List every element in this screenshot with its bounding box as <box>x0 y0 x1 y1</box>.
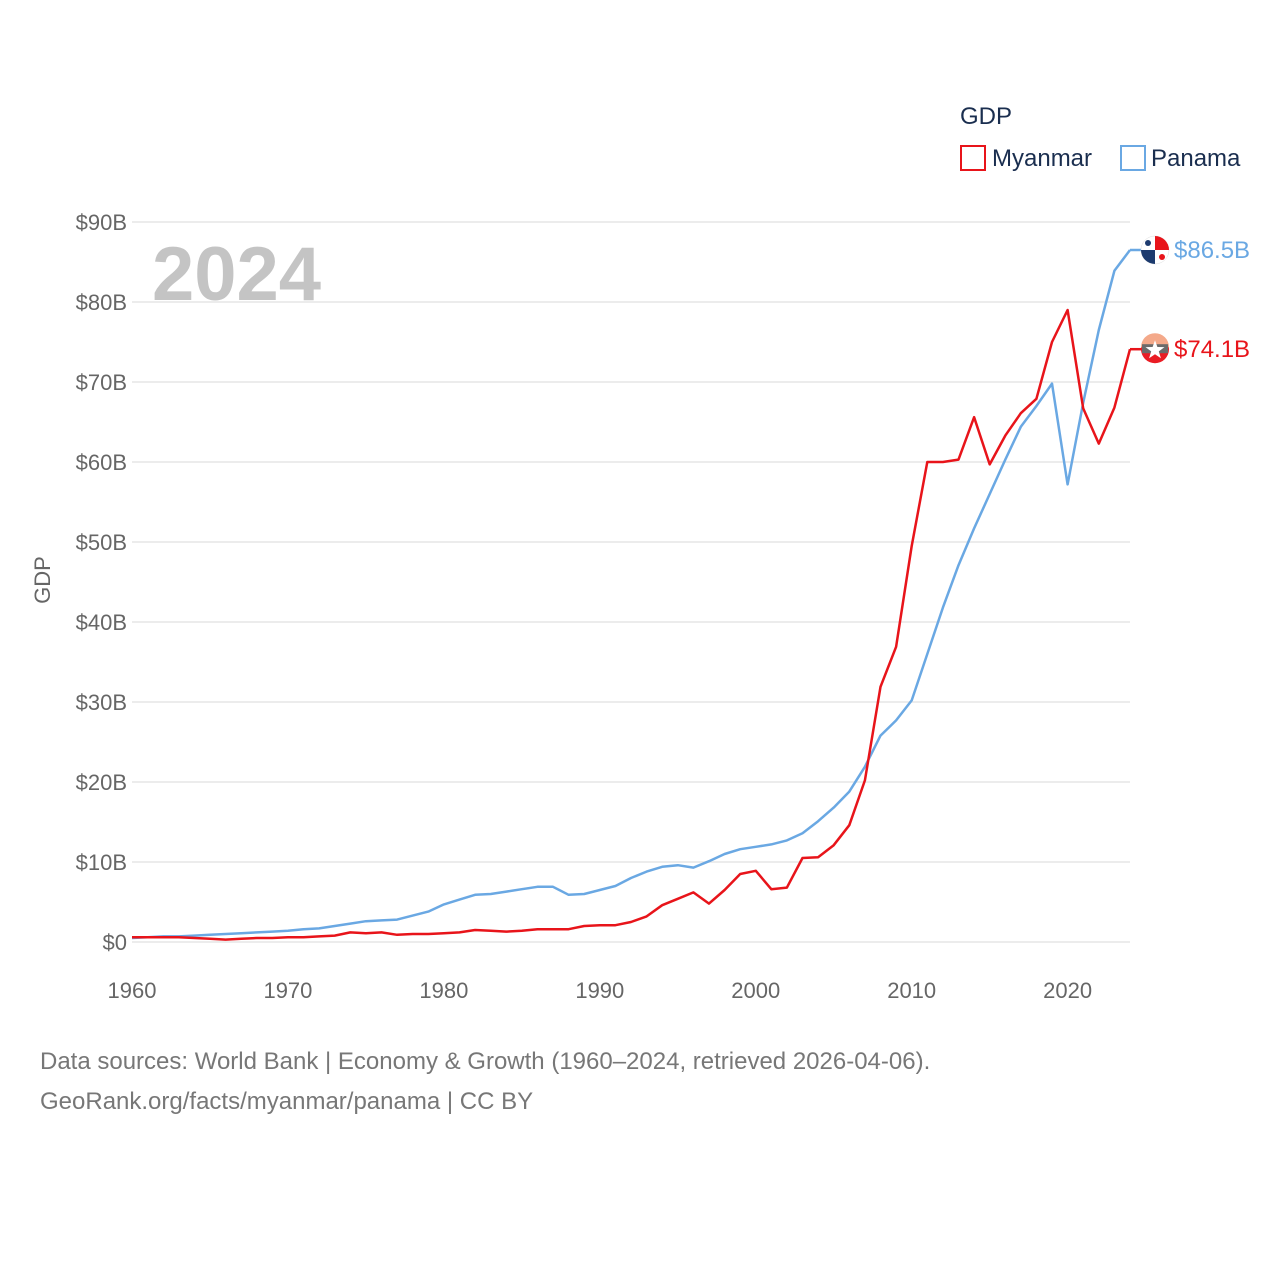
legend: GDP Myanmar Panama <box>960 103 1241 172</box>
x-tick-label: 1980 <box>419 978 468 1003</box>
y-tick-label: $40B <box>76 610 127 635</box>
end-label-panama: $86.5B <box>1174 237 1250 264</box>
x-tick-label: 1960 <box>108 978 157 1003</box>
legend-title: GDP <box>960 103 1012 130</box>
source-line-url[interactable]: GeoRank.org/facts/myanmar/panama | CC BY <box>40 1088 534 1115</box>
x-tick-label: 1990 <box>575 978 624 1003</box>
y-tick-label: $70B <box>76 370 127 395</box>
x-axis: 1960 1970 1980 1990 2000 2010 2020 <box>108 978 1093 1003</box>
y-tick-label: $30B <box>76 690 127 715</box>
y-axis-label: GDP <box>30 556 55 604</box>
y-tick-label: $50B <box>76 530 127 555</box>
legend-swatch-myanmar <box>960 145 986 171</box>
series-line-panama <box>131 249 1132 940</box>
y-axis: $0 $10B $20B $30B $40B $50B $60B $70B $80B $90B <box>76 210 127 955</box>
x-tick-label: 2010 <box>887 978 936 1003</box>
y-tick-label: $90B <box>76 210 127 235</box>
y-tick-label: $80B <box>76 290 127 315</box>
x-tick-label: 2020 <box>1043 978 1092 1003</box>
end-label-myanmar: $74.1B <box>1174 336 1250 363</box>
panama-flag-icon <box>1140 235 1170 265</box>
series-endpoints: $74.1B $86.5B <box>1130 235 1250 364</box>
legend-item-myanmar[interactable]: Myanmar <box>960 145 1092 172</box>
y-tick-label: $0 <box>103 930 127 955</box>
source-notes: Data sources: World Bank | Economy & Gro… <box>40 1042 930 1122</box>
series-line-myanmar <box>132 308 1132 941</box>
legend-label-myanmar: Myanmar <box>992 145 1092 172</box>
y-tick-label: $20B <box>76 770 127 795</box>
source-line-data: Data sources: World Bank | Economy & Gro… <box>40 1048 931 1075</box>
x-tick-label: 2000 <box>731 978 780 1003</box>
y-tick-label: $60B <box>76 450 127 475</box>
grid-lines <box>132 221 1130 943</box>
year-watermark: 2024 <box>152 232 321 317</box>
series-lines <box>131 249 1132 941</box>
legend-label-panama: Panama <box>1151 145 1241 172</box>
x-tick-label: 1970 <box>263 978 312 1003</box>
legend-swatch-panama <box>1120 145 1146 171</box>
y-tick-label: $10B <box>76 850 127 875</box>
legend-item-panama[interactable]: Panama <box>1120 145 1241 172</box>
myanmar-flag-icon <box>1141 333 1169 364</box>
